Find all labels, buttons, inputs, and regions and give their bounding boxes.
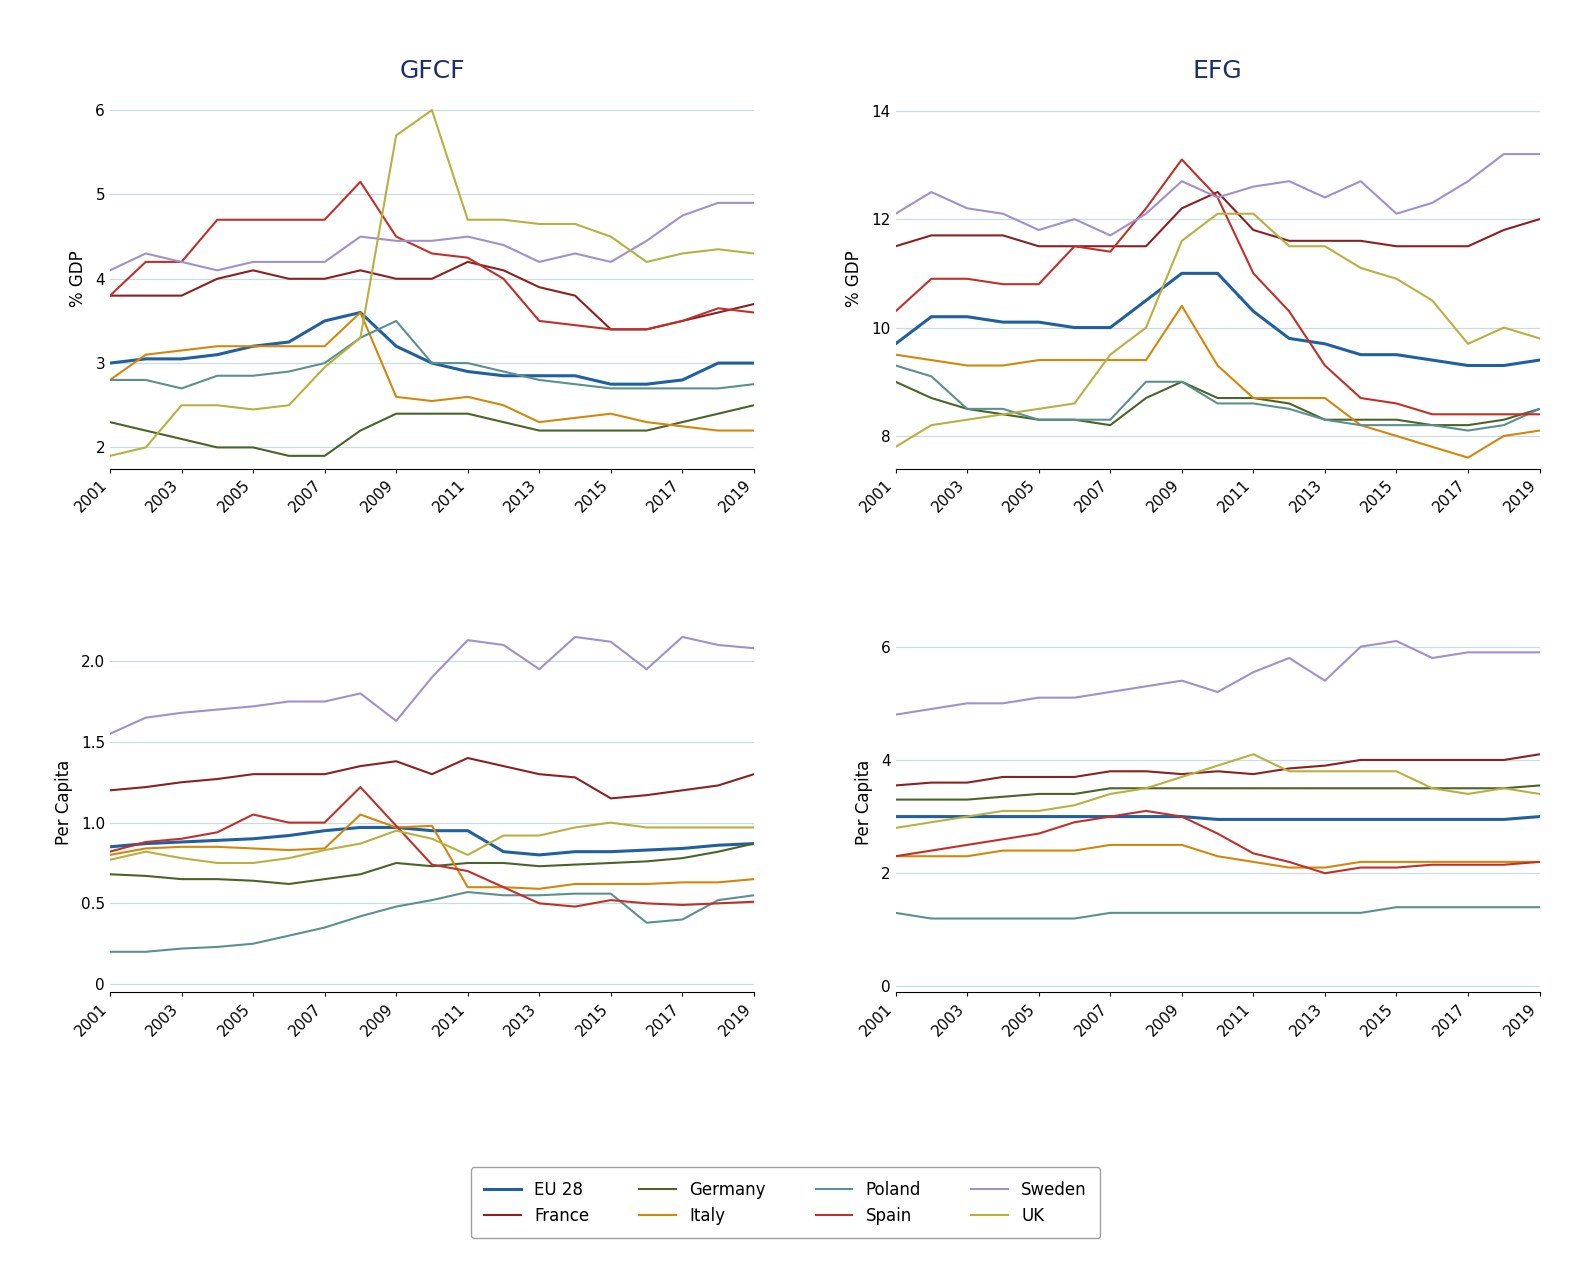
Title: EFG: EFG bbox=[1192, 59, 1243, 83]
Y-axis label: % GDP: % GDP bbox=[69, 251, 86, 307]
Y-axis label: % GDP: % GDP bbox=[845, 251, 862, 307]
Title: GFCF: GFCF bbox=[399, 59, 465, 83]
Legend: EU 28, France, Germany, Italy, Poland, Spain, Sweden, UK: EU 28, France, Germany, Italy, Poland, S… bbox=[471, 1168, 1100, 1238]
Y-axis label: Per Capita: Per Capita bbox=[55, 759, 72, 845]
Y-axis label: Per Capita: Per Capita bbox=[855, 759, 872, 845]
